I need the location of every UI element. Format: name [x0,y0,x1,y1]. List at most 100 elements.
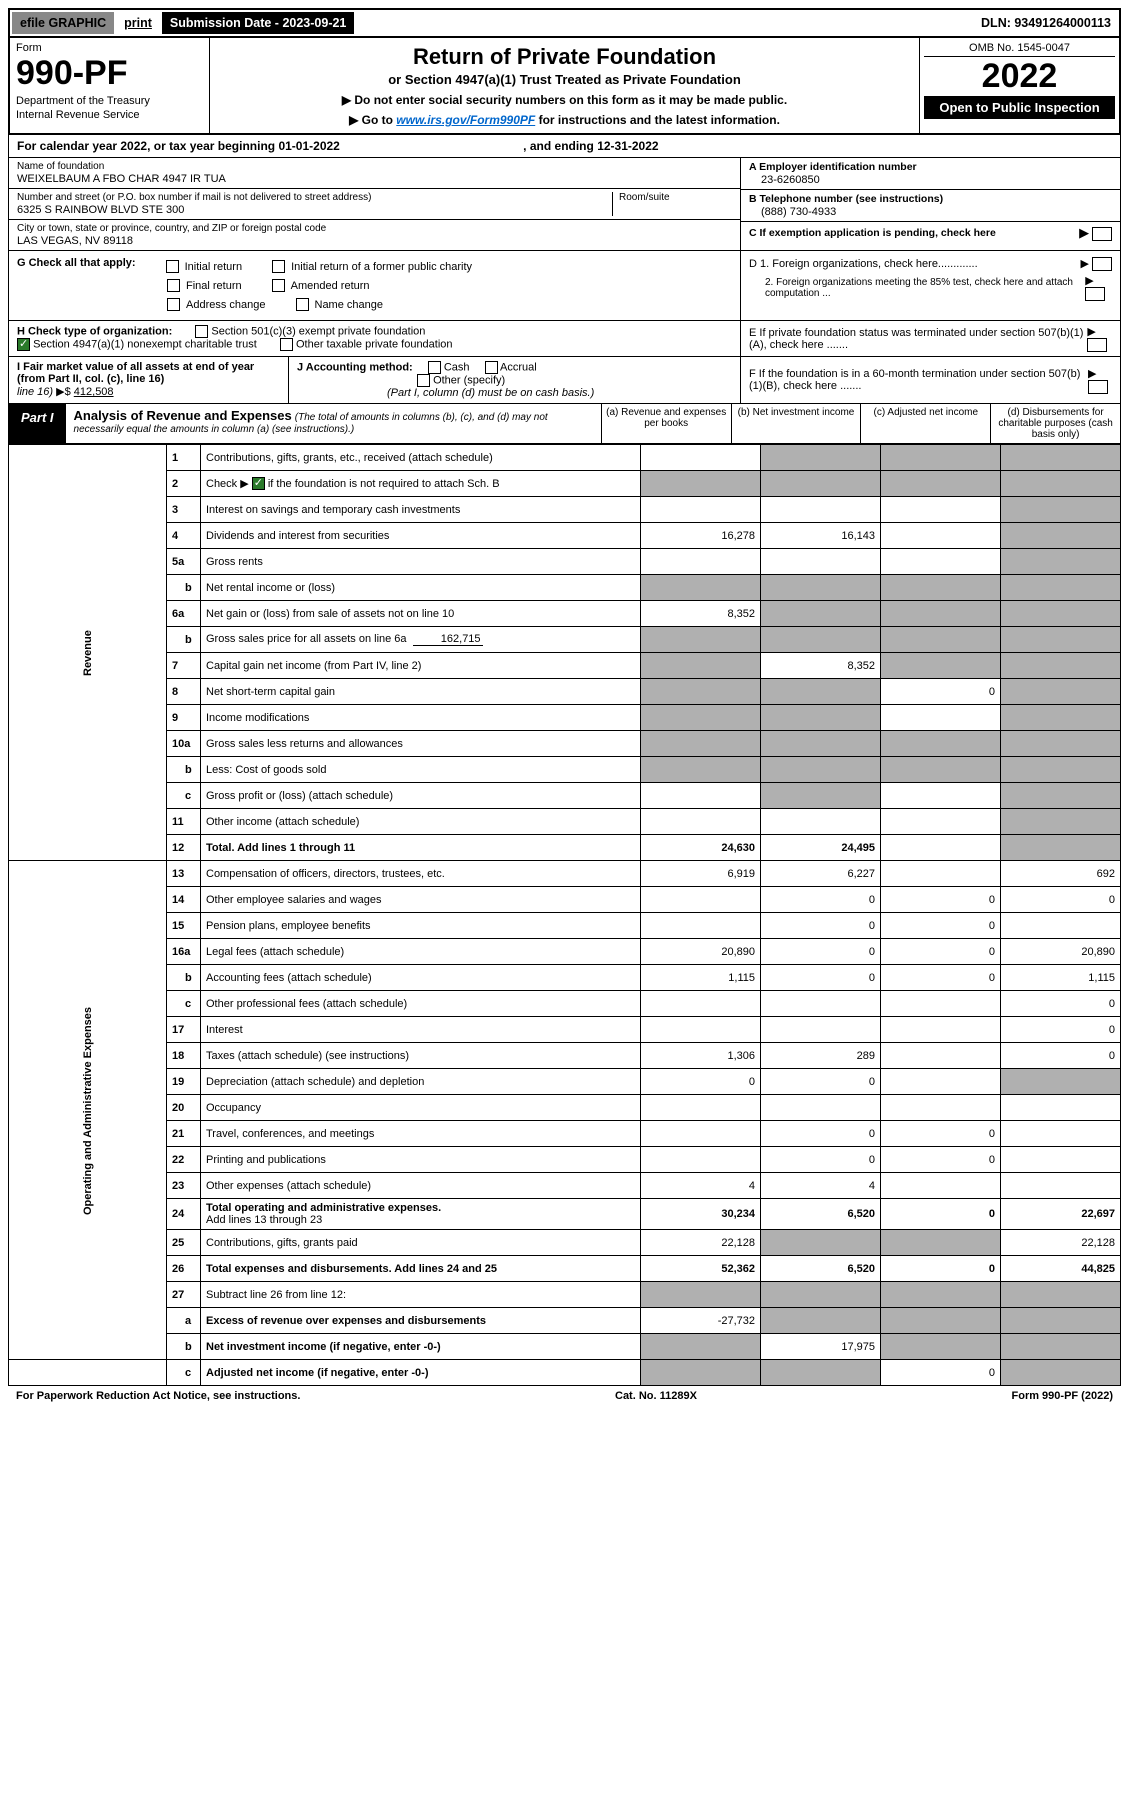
print-link[interactable]: print [118,12,158,34]
cb-501c3[interactable] [195,325,208,338]
r16a-b: 0 [761,939,881,965]
goto-post: for instructions and the latest informat… [535,113,780,127]
ssn-note: ▶ Do not enter social security numbers o… [216,93,913,107]
r16b-c: 0 [881,965,1001,991]
r8-c: 0 [881,679,1001,705]
r21-b: 0 [761,1121,881,1147]
r14-b: 0 [761,887,881,913]
dept-irs: Internal Revenue Service [16,109,203,121]
h-other: Other taxable private foundation [296,338,453,350]
table-row: 12Total. Add lines 1 through 11 24,63024… [9,835,1121,861]
table-row: 3Interest on savings and temporary cash … [9,497,1121,523]
address: 6325 S RAINBOW BLVD STE 300 [17,204,612,216]
exemption-checkbox[interactable] [1092,227,1112,241]
r27a-a: -27,732 [641,1308,761,1334]
g-amended: Amended return [291,280,370,292]
r16b-d: 1,115 [1001,965,1121,991]
r15-c: 0 [881,913,1001,939]
r19-b: 0 [761,1069,881,1095]
cb-d1[interactable] [1092,257,1112,271]
r13-desc: Compensation of officers, directors, tru… [201,861,641,887]
cb-amended[interactable] [272,279,285,292]
table-row: 25Contributions, gifts, grants paid 22,1… [9,1230,1121,1256]
table-row: bNet investment income (if negative, ent… [9,1334,1121,1360]
part1-table: Revenue 1Contributions, gifts, grants, e… [8,444,1121,1386]
cb-4947[interactable] [17,338,30,351]
form-number: 990-PF [16,54,203,93]
j-other: Other (specify) [433,374,505,386]
r10a-desc: Gross sales less returns and allowances [201,731,641,757]
table-row: cGross profit or (loss) (attach schedule… [9,783,1121,809]
r24-b: 6,520 [761,1199,881,1230]
cb-d2[interactable] [1085,287,1105,301]
r6b-desc: Gross sales price for all assets on line… [201,627,641,653]
table-row: Revenue 1Contributions, gifts, grants, e… [9,445,1121,471]
efile-button[interactable]: efile GRAPHIC [12,12,114,34]
name-label: Name of foundation [17,161,732,172]
cb-schb[interactable] [252,477,265,490]
cb-name-change[interactable] [296,298,309,311]
g-initial: Initial return [185,261,242,273]
r5b-desc: Net rental income or (loss) [201,575,641,601]
r19-desc: Depreciation (attach schedule) and deple… [201,1069,641,1095]
title-block: Form 990-PF Department of the Treasury I… [8,38,1121,135]
r18-b: 289 [761,1043,881,1069]
cb-initial[interactable] [166,260,179,273]
cb-e[interactable] [1087,338,1107,352]
g-addr: Address change [186,299,266,311]
r16b-b: 0 [761,965,881,991]
r16a-d: 20,890 [1001,939,1121,965]
r18-desc: Taxes (attach schedule) (see instruction… [201,1043,641,1069]
cb-accrual[interactable] [485,361,498,374]
table-row: bNet rental income or (loss) [9,575,1121,601]
r18-a: 1,306 [641,1043,761,1069]
g-label: G Check all that apply: [17,257,136,276]
r26-c: 0 [881,1256,1001,1282]
part1-title: Analysis of Revenue and Expenses [74,408,292,423]
cal-mid: , and ending [520,139,597,153]
table-row: 11Other income (attach schedule) [9,809,1121,835]
r13-b: 6,227 [761,861,881,887]
expenses-side-label: Operating and Administrative Expenses [9,861,167,1360]
r13-a: 6,919 [641,861,761,887]
footer-right: Form 990-PF (2022) [1012,1390,1113,1402]
col-d-hdr: (d) Disbursements for charitable purpose… [990,404,1120,443]
r5a-desc: Gross rents [201,549,641,575]
revenue-side-label: Revenue [9,445,167,861]
table-row: bAccounting fees (attach schedule) 1,115… [9,965,1121,991]
r26-b: 6,520 [761,1256,881,1282]
e-label: E If private foundation status was termi… [749,327,1087,351]
r24-desc: Total operating and administrative expen… [201,1199,641,1230]
r27c-c: 0 [881,1360,1001,1386]
r13-d: 692 [1001,861,1121,887]
cb-other-tax[interactable] [280,338,293,351]
irs-link[interactable]: www.irs.gov/Form990PF [396,113,535,127]
table-row: 17Interest 0 [9,1017,1121,1043]
r6b-inline: 162,715 [413,633,483,646]
table-row: bGross sales price for all assets on lin… [9,627,1121,653]
cb-other-acct[interactable] [417,374,430,387]
open-public: Open to Public Inspection [924,96,1115,119]
table-row: 21Travel, conferences, and meetings 00 [9,1121,1121,1147]
r10c-desc: Gross profit or (loss) (attach schedule) [201,783,641,809]
table-row: Operating and Administrative Expenses 13… [9,861,1121,887]
addr-label: Number and street (or P.O. box number if… [17,192,612,203]
r23-a: 4 [641,1173,761,1199]
cb-cash[interactable] [428,361,441,374]
r27b-desc: Net investment income (if negative, ente… [201,1334,641,1360]
col-b-hdr: (b) Net investment income [731,404,861,443]
form-subtitle: or Section 4947(a)(1) Trust Treated as P… [216,72,913,87]
r27a-desc: Excess of revenue over expenses and disb… [201,1308,641,1334]
r2-desc: Check ▶ if the foundation is not require… [201,471,641,497]
cb-addr-change[interactable] [167,298,180,311]
city-state-zip: LAS VEGAS, NV 89118 [17,235,732,247]
exemption-label: C If exemption application is pending, c… [749,227,996,239]
cb-f[interactable] [1088,380,1108,394]
r10b-desc: Less: Cost of goods sold [201,757,641,783]
cb-initial-former[interactable] [272,260,285,273]
cb-final[interactable] [167,279,180,292]
r15-b: 0 [761,913,881,939]
goto-note: ▶ Go to www.irs.gov/Form990PF for instru… [216,113,913,127]
r18-d: 0 [1001,1043,1121,1069]
submission-date: Submission Date - 2023-09-21 [162,12,354,34]
